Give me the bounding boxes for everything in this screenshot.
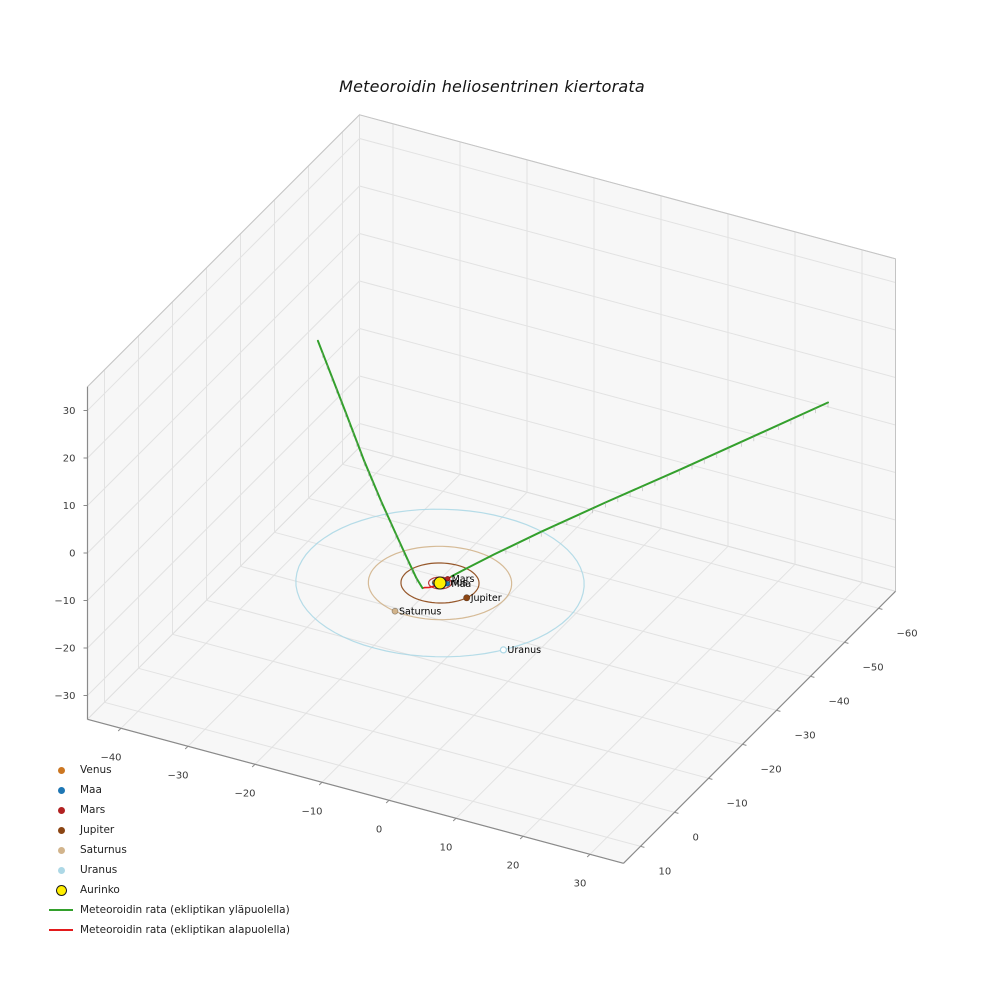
x-tick-label: 0 bbox=[376, 824, 382, 835]
legend-item-venus: Venus bbox=[46, 760, 290, 780]
meteoroid-above-legend-marker bbox=[46, 909, 76, 911]
maa-legend-marker bbox=[46, 786, 76, 794]
z-tick-label: −10 bbox=[54, 596, 75, 607]
z-tick-label: −20 bbox=[54, 644, 75, 655]
mars-dot bbox=[444, 575, 451, 582]
legend-item-saturnus: Saturnus bbox=[46, 840, 290, 860]
legend-item-aurinko: Aurinko bbox=[46, 880, 290, 900]
y-tick-label: −20 bbox=[761, 764, 782, 775]
uranus-legend-marker bbox=[46, 866, 76, 874]
edge-top-left bbox=[87, 114, 360, 388]
venus-label: Venus bbox=[439, 577, 468, 588]
legend-label: Venus bbox=[80, 764, 112, 776]
saturnus-label: Saturnus bbox=[399, 606, 441, 617]
y-tick-label: −60 bbox=[897, 628, 918, 639]
legend-item-meteoroid-below: Meteoroidin rata (ekliptikan alapuolella… bbox=[46, 920, 290, 940]
x-tick-label: −30 bbox=[167, 770, 188, 781]
x-tick-label: 20 bbox=[507, 860, 520, 871]
legend-label: Aurinko bbox=[80, 884, 120, 896]
sun-marker bbox=[433, 576, 447, 590]
legend-label: Meteoroidin rata (ekliptikan yläpuolella… bbox=[80, 904, 290, 916]
legend-label: Meteoroidin rata (ekliptikan alapuolella… bbox=[80, 924, 290, 936]
orbit-jupiter bbox=[400, 562, 480, 604]
mars-label: Mars bbox=[452, 574, 475, 585]
x-tick-label: −10 bbox=[301, 806, 322, 817]
chart-title: Meteoroidin heliosentrinen kiertorata bbox=[339, 77, 645, 96]
orbit-uranus bbox=[295, 508, 585, 658]
jupiter-label: Jupiter bbox=[470, 593, 502, 604]
uranus-dot bbox=[499, 646, 507, 654]
legend: Venus Maa Mars Jupiter Saturnus Uranus Aurinko… bbox=[46, 760, 290, 940]
x-tick-label: 10 bbox=[440, 842, 453, 853]
mars-legend-marker bbox=[46, 806, 76, 814]
gridlines bbox=[87, 123, 896, 855]
z-tick-label: 0 bbox=[69, 549, 75, 560]
x-tick-label: 30 bbox=[574, 878, 587, 889]
legend-item-meteoroid-above: Meteoroidin rata (ekliptikan yläpuolella… bbox=[46, 900, 290, 920]
y-tick-label: −50 bbox=[863, 662, 884, 673]
legend-label: Mars bbox=[80, 804, 106, 816]
z-tick-label: 10 bbox=[63, 501, 76, 512]
z-tick-label: −30 bbox=[54, 691, 75, 702]
legend-item-jupiter: Jupiter bbox=[46, 820, 290, 840]
planet-orbits bbox=[295, 508, 585, 658]
legend-label: Jupiter bbox=[80, 824, 115, 836]
x-axis-line bbox=[87, 718, 624, 864]
axes-panes bbox=[86, 113, 897, 864]
legend-item-uranus: Uranus bbox=[46, 860, 290, 880]
jupiter-dot bbox=[463, 594, 471, 602]
z-tick-label: 30 bbox=[63, 406, 76, 417]
uranus-label: Uranus bbox=[507, 645, 541, 656]
legend-item-mars: Mars bbox=[46, 800, 290, 820]
drop-ticks bbox=[322, 352, 829, 584]
x-tick-label: −20 bbox=[234, 788, 255, 799]
venus-legend-marker bbox=[46, 766, 76, 774]
legend-label: Maa bbox=[80, 784, 102, 796]
saturnus-legend-marker bbox=[46, 846, 76, 854]
orbit-saturnus bbox=[367, 545, 513, 621]
y-tick-label: −10 bbox=[727, 798, 748, 809]
edge-top-right bbox=[359, 114, 896, 260]
z-tick-label: 20 bbox=[63, 454, 76, 465]
x-tick-label: −40 bbox=[100, 752, 121, 763]
meteoroid-below-legend-marker bbox=[46, 929, 76, 931]
aurinko-legend-marker bbox=[46, 884, 76, 896]
maa-label: Maa bbox=[451, 579, 471, 590]
y-tick-label: −40 bbox=[829, 696, 850, 707]
jupiter-legend-marker bbox=[46, 826, 76, 834]
y-tick-label: −30 bbox=[795, 730, 816, 741]
meteoroid-path-above bbox=[316, 339, 424, 590]
y-tick-label: 10 bbox=[659, 866, 672, 877]
legend-item-maa: Maa bbox=[46, 780, 290, 800]
legend-label: Uranus bbox=[80, 864, 118, 876]
legend-label: Saturnus bbox=[80, 844, 127, 856]
tick-labels: −40 −30 −20 −10 0 10 20 30 10 0 −10 −20 −30 −40 −50 −60… bbox=[54, 406, 917, 889]
y-axis-line bbox=[623, 590, 896, 864]
sun-dot bbox=[433, 576, 447, 590]
saturnus-dot bbox=[391, 607, 399, 615]
y-tick-label: 0 bbox=[693, 832, 699, 843]
